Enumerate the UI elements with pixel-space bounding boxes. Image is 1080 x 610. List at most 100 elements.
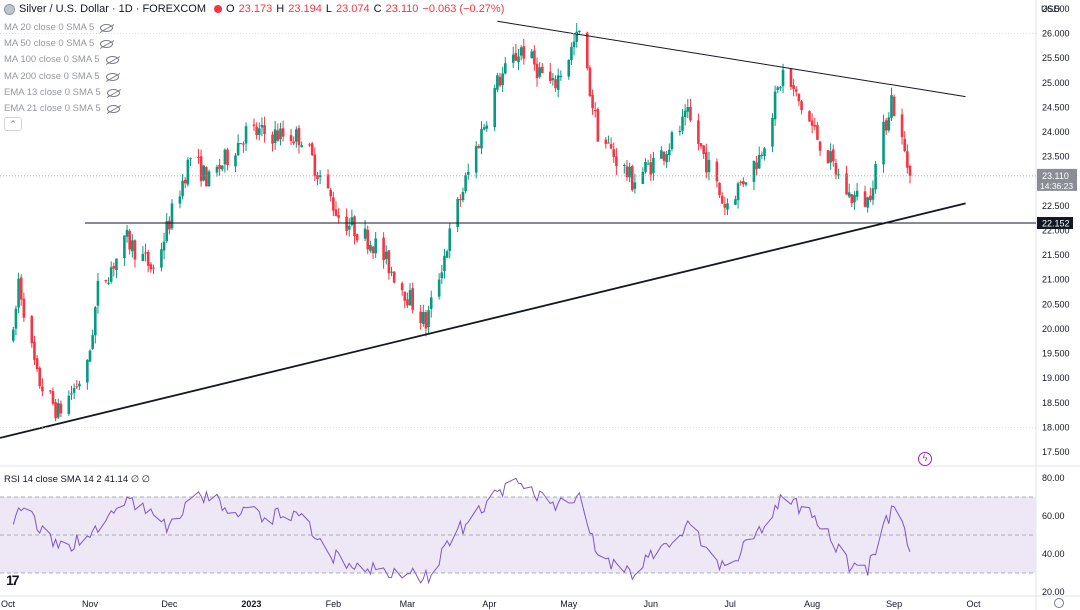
candle-body: [477, 145, 481, 148]
candle-body: [107, 282, 110, 284]
candle-body: [67, 395, 71, 415]
rsi-tick-label: 40.00: [1042, 549, 1065, 559]
candle-body: [480, 129, 483, 149]
candle-body: [41, 386, 44, 392]
candle-body: [295, 129, 298, 142]
candle-body: [736, 183, 740, 201]
candle-body: [403, 291, 407, 301]
indicator-label: MA 20 close 0 SMA 5: [4, 22, 95, 34]
candle-body: [533, 50, 536, 65]
eye-hidden-icon[interactable]: [105, 56, 119, 65]
price-tick-label: 17.500: [1042, 447, 1070, 457]
candle-body: [244, 126, 248, 144]
candle-body: [596, 109, 600, 142]
candle-body: [178, 196, 182, 204]
candle-body: [615, 156, 618, 167]
candle-body: [382, 237, 385, 261]
candle-body: [884, 120, 888, 131]
flash-alert-icon[interactable]: ϟ: [918, 452, 932, 466]
candle-body: [519, 47, 523, 56]
candle-body: [19, 277, 23, 300]
candle-body: [678, 130, 682, 133]
candle-body: [667, 149, 671, 156]
candle-body: [186, 159, 190, 185]
symbol-legend: Silver / U.S. Dollar · 1D · FOREXCOM O 23…: [4, 3, 504, 15]
settings-icon[interactable]: [1054, 598, 1064, 608]
symbol-title[interactable]: Silver / U.S. Dollar · 1D · FOREXCOM: [19, 3, 207, 15]
candle-body: [297, 127, 301, 146]
rsi-tick-label: 80.00: [1042, 473, 1065, 483]
tradingview-logo[interactable]: 17: [6, 572, 20, 588]
rsi-line: [12, 477, 911, 585]
indicator-row[interactable]: EMA 13 close 0 SMA 5: [4, 85, 120, 101]
candle-body: [152, 267, 155, 269]
candle-body: [853, 194, 856, 203]
candle-body: [234, 155, 237, 167]
candle-body: [384, 251, 388, 260]
candle-body: [718, 182, 721, 196]
candle-body: [699, 143, 703, 147]
candle-body: [350, 217, 354, 225]
candle-body: [493, 88, 497, 128]
indicator-row[interactable]: MA 20 close 0 SMA 5: [4, 20, 120, 36]
candle-body: [641, 171, 645, 184]
time-tick-label: Jul: [724, 599, 736, 609]
price-tick-label: 21.000: [1042, 275, 1070, 285]
candle-body: [424, 312, 428, 329]
candle-body: [826, 150, 830, 164]
candle-body: [86, 359, 89, 383]
candle-body: [689, 106, 692, 121]
candle-body: [205, 167, 208, 187]
candle-body: [485, 125, 489, 129]
candle-body: [183, 179, 187, 184]
candle-body: [538, 67, 541, 77]
candle-body: [726, 203, 729, 210]
indicator-label: MA 50 close 0 SMA 5: [4, 38, 95, 50]
candle-body: [511, 54, 515, 63]
eye-hidden-icon[interactable]: [106, 88, 120, 97]
candle-body: [752, 160, 756, 182]
price-tick-label: 25.000: [1042, 78, 1070, 88]
indicator-row[interactable]: MA 50 close 0 SMA 5: [4, 36, 120, 52]
candle-body: [623, 165, 626, 167]
candle-body: [104, 279, 108, 282]
candle-body: [133, 240, 137, 260]
candle-body: [326, 174, 330, 189]
low-key: L: [325, 3, 332, 15]
candle-body: [670, 132, 674, 150]
candle-body: [347, 225, 351, 230]
indicator-row[interactable]: EMA 21 close 0 SMA 5: [4, 101, 120, 117]
bar-countdown-label: 14:36:23: [1040, 181, 1073, 191]
low-value: 23.074: [335, 3, 370, 15]
eye-hidden-icon[interactable]: [106, 105, 120, 114]
candle-body: [146, 251, 150, 266]
candle-body: [292, 141, 295, 144]
currency-label[interactable]: USD: [1040, 4, 1060, 14]
collapse-legend-button[interactable]: ⌃: [4, 117, 22, 131]
eye-hidden-icon[interactable]: [100, 24, 114, 33]
eye-hidden-icon[interactable]: [100, 40, 114, 49]
time-tick-label: Mar: [400, 599, 416, 609]
candle-body: [226, 149, 229, 166]
indicator-row[interactable]: MA 100 close 0 SMA 5: [4, 52, 120, 68]
candle-body: [374, 238, 377, 254]
candle-body: [427, 310, 430, 328]
candle-body: [652, 157, 655, 174]
rsi-legend[interactable]: RSI 14 close SMA 14 2 41.14 ∅ ∅: [4, 474, 150, 485]
candle-body: [705, 152, 708, 173]
candle-body: [892, 96, 896, 117]
candle-body: [207, 171, 211, 187]
candle-body: [837, 174, 840, 176]
candle-body: [604, 139, 608, 144]
candle-body: [466, 171, 470, 175]
candle-body: [437, 279, 441, 297]
candle-body: [51, 391, 55, 404]
candle-body: [847, 192, 851, 197]
eye-hidden-icon[interactable]: [105, 72, 119, 81]
candle-body: [681, 116, 684, 131]
indicator-row[interactable]: MA 200 close 0 SMA 5: [4, 69, 120, 85]
candle-body: [517, 56, 520, 63]
candle-body: [792, 85, 795, 89]
candle-body: [554, 79, 557, 89]
